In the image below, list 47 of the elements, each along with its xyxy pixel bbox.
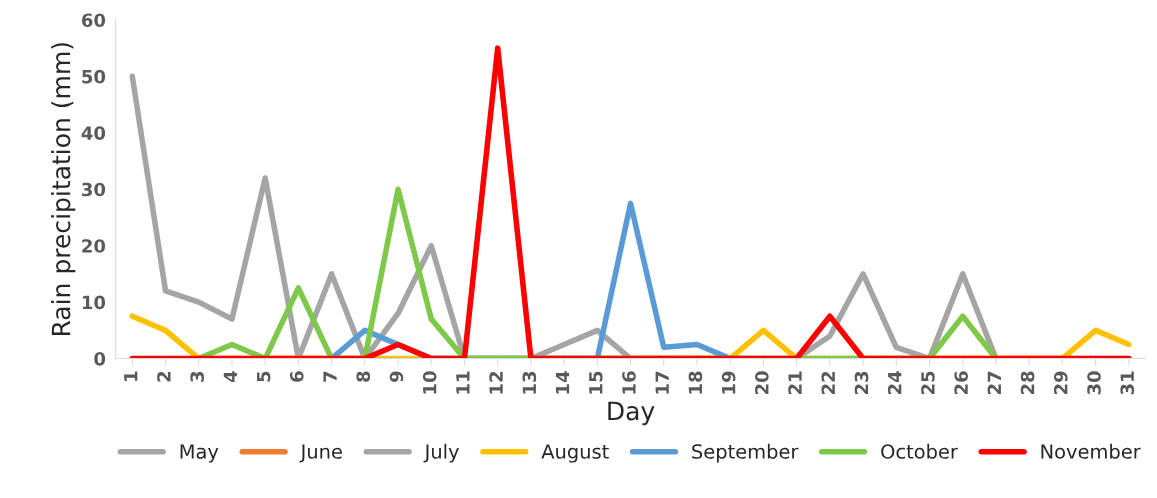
x-tick-label: 9: [389, 371, 404, 382]
x-tick-label: 17: [655, 371, 669, 394]
x-tick-label: 26: [954, 371, 968, 395]
legend-label: June: [299, 444, 342, 463]
x-tick-label: 31: [1120, 371, 1135, 395]
x-tick-label: 19: [721, 371, 736, 394]
x-tick-label: 29: [1053, 371, 1068, 395]
x-tick-label: 13: [522, 371, 537, 394]
x-tick-label: 4: [223, 371, 237, 383]
legend-label: August: [541, 444, 609, 463]
legend-label: November: [1041, 443, 1141, 459]
x-tick-label: 25: [921, 371, 935, 395]
legend-label: May: [180, 444, 219, 463]
x-tick-label: 24: [887, 371, 902, 395]
x-axis-title: Day: [608, 401, 655, 426]
x-tick-label: 6: [289, 371, 304, 382]
x-tick-label: 5: [257, 371, 271, 382]
x-tick-label: 20: [755, 371, 769, 395]
x-tick-label: 12: [489, 371, 503, 394]
legend-label: September: [692, 443, 799, 463]
x-tick-label: 10: [422, 371, 437, 394]
x-tick-label: 7: [323, 371, 337, 382]
y-tick-label: 40: [81, 126, 106, 140]
y-tick-label: 10: [82, 295, 106, 310]
x-tick-label: 27: [987, 371, 1001, 395]
legend-label: July: [423, 443, 459, 463]
x-tick-label: 3: [190, 371, 204, 382]
y-tick-label: 60: [81, 13, 106, 28]
x-tick-label: 18: [688, 371, 703, 394]
x-tick-label: 22: [821, 371, 835, 395]
x-tick-label: 8: [356, 371, 371, 382]
x-tick-label: 16: [622, 371, 636, 394]
x-tick-label: 14: [555, 371, 570, 394]
y-tick-label: 50: [82, 69, 106, 84]
x-tick-label: 23: [854, 371, 869, 395]
legend-label: October: [881, 443, 958, 459]
x-tick-label: 2: [157, 371, 171, 382]
x-tick-label: 28: [1020, 371, 1035, 395]
x-tick-label: 1: [124, 371, 138, 381]
x-tick-label: 21: [788, 371, 802, 395]
x-tick-label: 30: [1087, 371, 1101, 395]
y-tick-label: 0: [94, 352, 106, 366]
y-tick-label: 20: [82, 239, 106, 253]
y-tick-label: 30: [82, 182, 106, 197]
x-tick-label: 15: [589, 371, 603, 394]
x-tick-label: 11: [456, 371, 470, 394]
y-axis-title: Rain precipitation (mm): [51, 43, 76, 336]
